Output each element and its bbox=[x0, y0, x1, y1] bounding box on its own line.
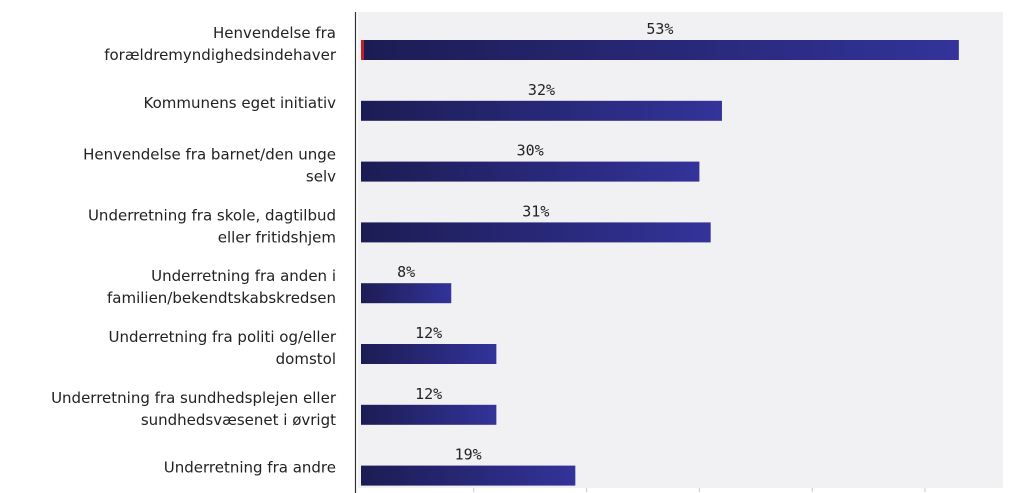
bar-accent bbox=[361, 40, 364, 60]
data-label: 32% bbox=[528, 81, 555, 99]
data-label: 12% bbox=[415, 385, 442, 403]
bar bbox=[361, 101, 722, 121]
bar bbox=[361, 466, 575, 486]
category-labels: Henvendelse fra forældremyndighedsindehav… bbox=[51, 24, 337, 477]
bar bbox=[361, 162, 699, 182]
bar bbox=[361, 405, 496, 425]
data-label: 12% bbox=[415, 324, 442, 342]
bar bbox=[361, 283, 451, 303]
x-axis-ticks bbox=[474, 488, 1011, 492]
category-label: Underretning fra sundhedsplejen eller sun… bbox=[51, 389, 337, 429]
category-label: Kommunens eget initiativ bbox=[144, 94, 337, 112]
category-label: Underretning fra anden i familien/bekendt… bbox=[107, 267, 336, 307]
category-label: Underretning fra andre bbox=[164, 459, 336, 477]
bar bbox=[361, 40, 959, 60]
bar bbox=[361, 222, 711, 242]
data-label: 30% bbox=[517, 142, 544, 160]
bar bbox=[361, 344, 496, 364]
data-label: 53% bbox=[646, 20, 673, 38]
category-label: Henvendelse fra forældremyndighedsindehav… bbox=[104, 24, 337, 64]
data-label: 19% bbox=[455, 446, 482, 464]
data-label: 8% bbox=[397, 263, 415, 281]
category-label: Henvendelse fra barnet/den unge selv bbox=[83, 146, 336, 186]
data-label: 31% bbox=[522, 202, 549, 220]
category-label: Underretning fra politi og/eller domstol bbox=[108, 328, 336, 368]
category-label: Underretning fra skole, dagtilbud eller f… bbox=[88, 206, 336, 246]
